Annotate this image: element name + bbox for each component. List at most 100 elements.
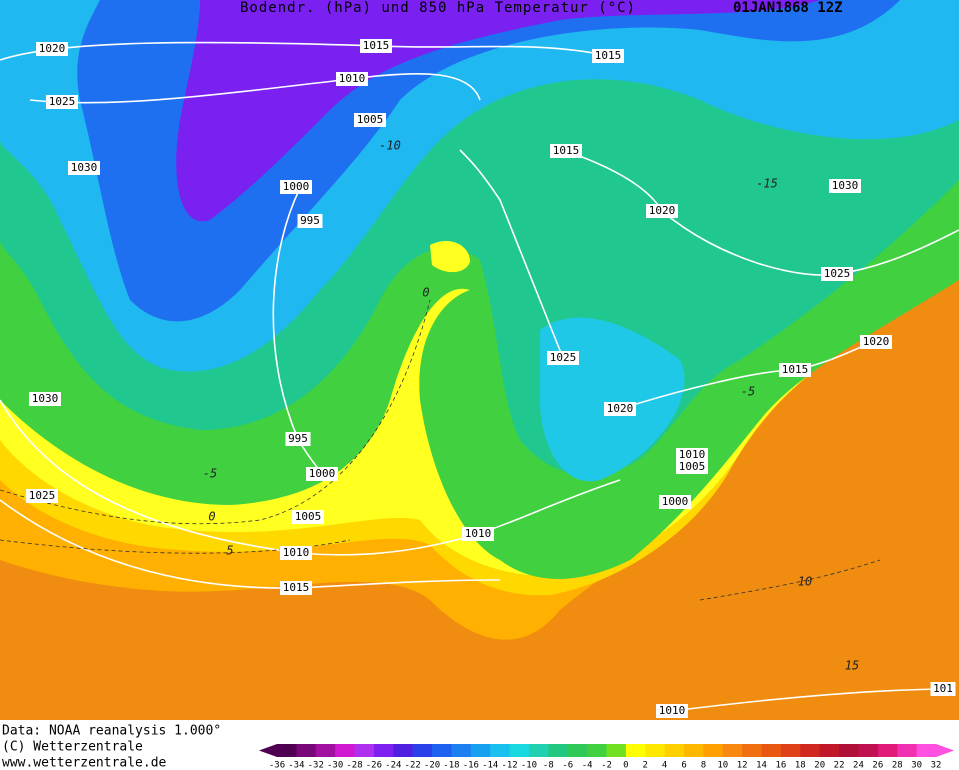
isobar-label: 1020 [39, 42, 66, 55]
isotherm-label: -5 [741, 385, 755, 399]
colorbar-tick-label: 20 [814, 761, 825, 770]
colorbar-swatch [839, 744, 859, 757]
isobar-label-box [821, 267, 853, 281]
colorbar-tick-label: 16 [776, 761, 787, 770]
colorbar-tick-label: -34 [288, 761, 304, 770]
isobar-label-box [354, 113, 386, 127]
colorbar-tick-label: -36 [269, 761, 285, 770]
colorbar-tick-label: -14 [482, 761, 498, 770]
colorbar-swatch [742, 744, 763, 757]
colorbar-tick-label: 30 [911, 761, 922, 770]
isobar-label-box [592, 49, 624, 63]
colorbar-tick-label: -4 [582, 761, 593, 770]
colorbar-arrow [936, 744, 954, 757]
isobar-label-box [829, 179, 861, 193]
isobar-label-box [779, 363, 811, 377]
isobar-label-box [297, 214, 323, 228]
isobar-label: 1005 [295, 510, 322, 523]
colorbar-tick-label: 10 [717, 761, 728, 770]
isobar-label: 101 [933, 682, 953, 695]
isobars [0, 41, 959, 712]
colorbar-tick-label: -10 [521, 761, 537, 770]
colorbar-swatch [412, 744, 433, 757]
colorbar-swatch [548, 744, 569, 757]
isobar-label: 1010 [339, 72, 366, 85]
isobar-label-box [360, 39, 392, 53]
isotherm-label: -10 [379, 139, 401, 153]
colorbar-tick-label: -6 [562, 761, 573, 770]
isotherm-label: 15 [845, 659, 859, 673]
colorbar-tick-label: -28 [346, 761, 362, 770]
colorbar-swatch [645, 744, 666, 757]
map-date: 01JAN1868 12Z [733, 0, 843, 16]
colorbar-tick-label: 24 [853, 761, 864, 770]
isotherm-label: 0 [422, 286, 429, 300]
isotherm-label: -5 [203, 467, 217, 481]
colorbar-swatch [296, 744, 317, 757]
isobar-label: 1010 [465, 527, 492, 540]
colorbar-tick-label: 26 [872, 761, 883, 770]
isobar-label-box [462, 527, 494, 541]
colorbar-tick-label: -18 [443, 761, 459, 770]
colorbar-swatch [897, 744, 918, 757]
isobar-label: 1000 [283, 180, 310, 193]
colorbar-tick-label: -20 [424, 761, 440, 770]
temp-field [176, 0, 820, 222]
isobar-label: 1030 [32, 392, 59, 405]
colorbar-tick-label: 8 [701, 761, 706, 770]
colorbar-swatch [393, 744, 414, 757]
isobar-label-box [336, 72, 368, 86]
isotherm-label: 10 [798, 575, 812, 589]
isobar-label-box [29, 392, 61, 406]
isobar-label: 995 [300, 214, 320, 227]
colorbar-swatch [277, 744, 297, 757]
colorbar-tick-label: -26 [366, 761, 382, 770]
isobar-label: 1000 [662, 495, 689, 508]
isobar-label: 1025 [29, 489, 56, 502]
colorbar-tick-label: -22 [405, 761, 421, 770]
isobar-label-box [280, 180, 312, 194]
isobar-label-box [292, 510, 324, 524]
isobar-label-box [930, 682, 956, 696]
isobar-label: 1020 [863, 335, 890, 348]
colorbar-tick-label: 28 [892, 761, 903, 770]
colorbar-tick-label: 14 [756, 761, 767, 770]
isobar-label: 1010 [659, 704, 686, 717]
colorbar-tick-label: 18 [795, 761, 806, 770]
isobar-label: 1015 [782, 363, 809, 376]
colorbar-tick-label: -16 [463, 761, 479, 770]
isotherm-label: 5 [226, 544, 233, 558]
isobar-label: 1020 [607, 402, 634, 415]
isobar-label-box [46, 95, 78, 109]
isobar-label-box [604, 402, 636, 416]
colorbar-tick-label: -8 [543, 761, 554, 770]
footer-url: www.wetterzentrale.de [2, 756, 167, 770]
isobar-label-box [550, 144, 582, 158]
colorbar-swatch [722, 744, 743, 757]
colorbar-tick-label: 32 [931, 761, 942, 770]
isobar-label: 1005 [679, 460, 706, 473]
isobar-label-box [26, 489, 58, 503]
colorbar-tick-label: -24 [385, 761, 401, 770]
isobar-label-box [860, 335, 892, 349]
isobar-label: 1025 [550, 351, 577, 364]
colorbar-swatch [858, 744, 879, 757]
colorbar-swatch [916, 744, 937, 757]
map [0, 0, 959, 720]
footer-copyright: (C) Wetterzentrale [2, 740, 143, 755]
isobar-label-box [547, 351, 579, 365]
colorbar-tick-label: -12 [501, 761, 517, 770]
colorbar-swatch [432, 744, 452, 757]
isobar-label-box [285, 432, 311, 446]
colorbar-tick-label: 2 [643, 761, 648, 770]
isobar-label: 1015 [553, 144, 580, 157]
isobar-label-box [36, 42, 68, 56]
colorbar-swatch [761, 744, 782, 757]
isobar-label: 1015 [363, 39, 390, 52]
isobar-label: 1030 [832, 179, 859, 192]
isobar-label-box [656, 704, 688, 718]
isobar-label: 1015 [283, 581, 310, 594]
isobar-label: 1025 [824, 267, 851, 280]
colorbar-tick-label: -2 [601, 761, 612, 770]
